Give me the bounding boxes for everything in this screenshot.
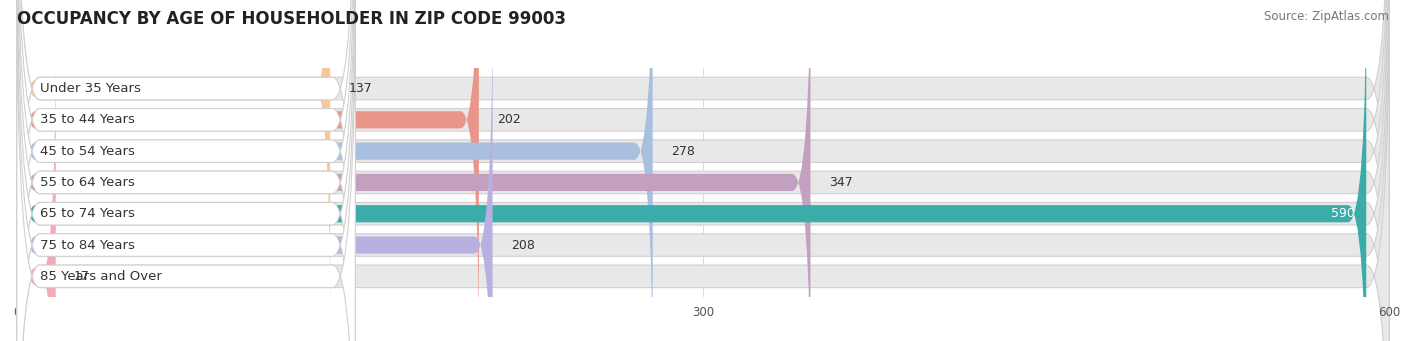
Text: Under 35 Years: Under 35 Years	[39, 82, 141, 95]
Text: 137: 137	[349, 82, 373, 95]
Text: 347: 347	[828, 176, 852, 189]
Text: 55 to 64 Years: 55 to 64 Years	[39, 176, 135, 189]
FancyBboxPatch shape	[17, 0, 1389, 341]
FancyBboxPatch shape	[17, 0, 810, 341]
FancyBboxPatch shape	[17, 0, 652, 341]
FancyBboxPatch shape	[17, 0, 356, 341]
FancyBboxPatch shape	[17, 0, 1389, 341]
FancyBboxPatch shape	[17, 0, 1389, 341]
Text: 45 to 54 Years: 45 to 54 Years	[39, 145, 135, 158]
FancyBboxPatch shape	[17, 0, 1389, 341]
FancyBboxPatch shape	[17, 0, 479, 341]
FancyBboxPatch shape	[17, 0, 356, 341]
FancyBboxPatch shape	[17, 0, 356, 341]
FancyBboxPatch shape	[17, 0, 1389, 341]
Text: 35 to 44 Years: 35 to 44 Years	[39, 113, 135, 126]
FancyBboxPatch shape	[17, 0, 356, 341]
FancyBboxPatch shape	[17, 0, 356, 341]
FancyBboxPatch shape	[17, 34, 56, 341]
Text: 590: 590	[1331, 207, 1355, 220]
FancyBboxPatch shape	[17, 0, 356, 341]
FancyBboxPatch shape	[17, 0, 1389, 341]
Text: 17: 17	[75, 270, 90, 283]
FancyBboxPatch shape	[17, 0, 1367, 341]
FancyBboxPatch shape	[17, 0, 1389, 341]
Text: 278: 278	[671, 145, 695, 158]
FancyBboxPatch shape	[17, 0, 356, 341]
Text: 208: 208	[510, 239, 534, 252]
FancyBboxPatch shape	[17, 0, 330, 330]
Text: 75 to 84 Years: 75 to 84 Years	[39, 239, 135, 252]
Text: Source: ZipAtlas.com: Source: ZipAtlas.com	[1264, 10, 1389, 23]
Text: 85 Years and Over: 85 Years and Over	[39, 270, 162, 283]
Text: 202: 202	[498, 113, 520, 126]
Text: OCCUPANCY BY AGE OF HOUSEHOLDER IN ZIP CODE 99003: OCCUPANCY BY AGE OF HOUSEHOLDER IN ZIP C…	[17, 10, 565, 28]
FancyBboxPatch shape	[17, 3, 492, 341]
Text: 65 to 74 Years: 65 to 74 Years	[39, 207, 135, 220]
